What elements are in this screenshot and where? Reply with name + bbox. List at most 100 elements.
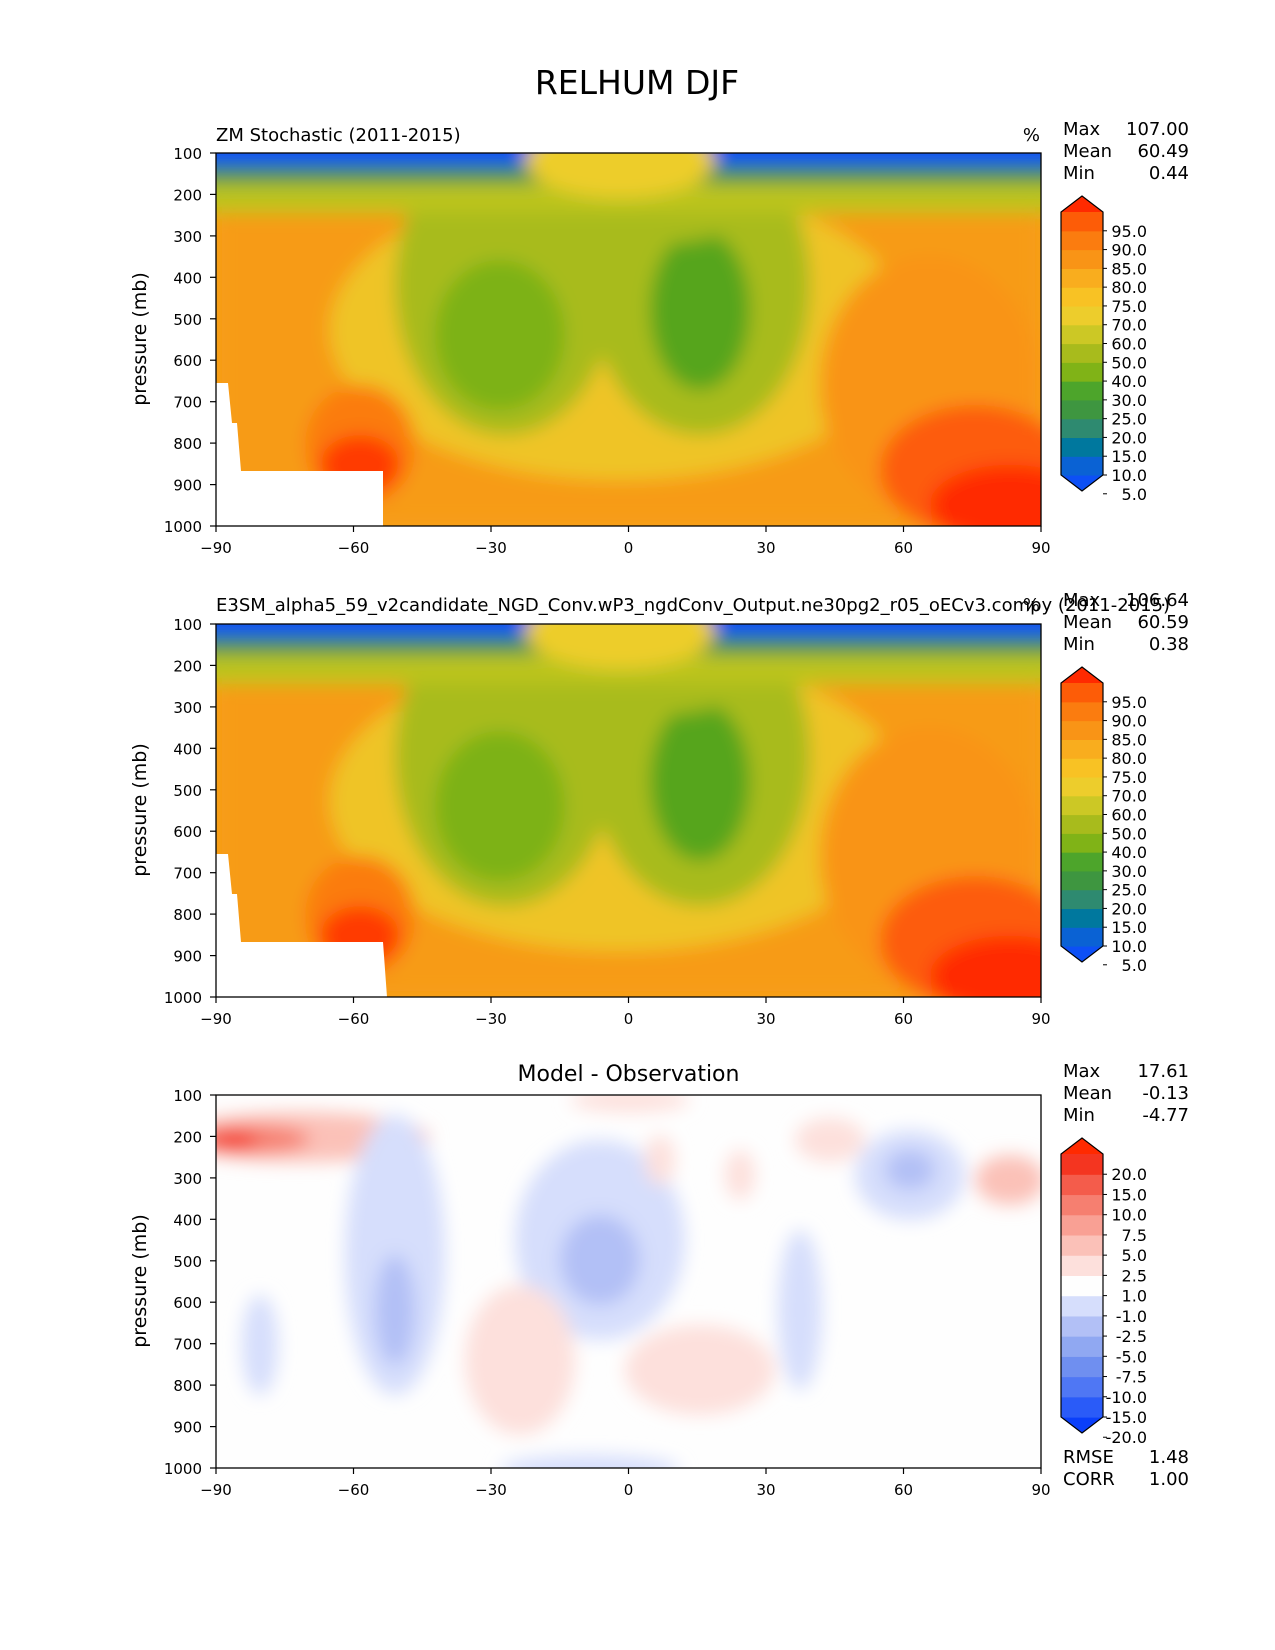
colorbar-segment: [1061, 1376, 1103, 1398]
colorbar-segment: [1061, 343, 1103, 363]
colorbar-label: 75.0: [1111, 297, 1147, 316]
colorbar-segment: [1061, 852, 1103, 872]
panel-test: ZM Stochastic (2011-2015) % pressure (mb…: [129, 119, 1189, 557]
y-tick-label: 500: [173, 311, 202, 329]
x-tick-label: 30: [756, 1481, 775, 1499]
contour-field: [216, 624, 1041, 997]
y-tick-label: 900: [173, 948, 202, 966]
y-tick-label: 600: [173, 823, 202, 841]
stats-box: Max 106.64 Mean 60.59 Min 0.38: [1063, 590, 1189, 655]
colorbar-segment: [1061, 399, 1103, 420]
stat-mean-value: 60.49: [1137, 141, 1189, 162]
colorbar-label: 70.0: [1111, 787, 1147, 806]
colorbar-segment: [1061, 758, 1103, 778]
x-tick-label: 90: [1031, 1481, 1050, 1499]
stat-min-value: -4.77: [1142, 1105, 1189, 1126]
colorbar: 95.090.085.080.075.070.060.050.040.030.0…: [1060, 195, 1147, 504]
x-tick-label: 90: [1031, 539, 1050, 557]
x-tick-label: −30: [475, 539, 507, 557]
colorbar-label: 7.5: [1122, 1226, 1147, 1245]
colorbar-label: 80.0: [1111, 749, 1147, 768]
stat-mean-value: -0.13: [1142, 1083, 1189, 1104]
colorbar-segment: [1061, 870, 1103, 891]
y-ticks: [210, 152, 216, 527]
colorbar-outline: [1060, 1137, 1104, 1434]
contour-field: [216, 1095, 1041, 1468]
stat-rmse-label: RMSE: [1063, 1447, 1114, 1468]
colorbar-label: -1.0: [1116, 1307, 1147, 1326]
colorbar-label: 15.0: [1111, 1185, 1147, 1204]
x-tick-label: 90: [1031, 1010, 1050, 1028]
x-tick-label: 0: [624, 539, 634, 557]
x-tick-label: 60: [894, 539, 913, 557]
colorbar-label: 60.0: [1111, 806, 1147, 825]
missing-data-mask: [216, 854, 387, 997]
x-tick-label: −60: [338, 539, 370, 557]
plot-area: [216, 624, 1041, 997]
y-tick-label: 500: [173, 782, 202, 800]
colorbar-segment: [1061, 701, 1103, 722]
y-tick-label: 100: [173, 616, 202, 634]
y-tick-label: 200: [173, 186, 202, 204]
x-tick-label: −90: [200, 1481, 232, 1499]
colorbar-label: 10.0: [1111, 466, 1147, 485]
colorbar-label: 20.0: [1111, 899, 1147, 918]
y-tick-label: 200: [173, 1128, 202, 1146]
colorbar-label: 95.0: [1111, 222, 1147, 241]
x-ticks: [215, 526, 1042, 532]
panel-title: Model - Observation: [518, 1062, 740, 1087]
colorbar-segment: [1061, 268, 1103, 288]
stat-mean-value: 60.59: [1137, 612, 1189, 633]
stat-min-label: Min: [1063, 1105, 1095, 1126]
colorbar: 20.015.0 10.07.55.02.5 1.0-1.0-2.5-5.0 -7.5…: [1060, 1137, 1147, 1447]
colorbar-label: 25.0: [1111, 410, 1147, 429]
colorbar-segment: [1061, 324, 1103, 345]
stats-box: Max 107.00 Mean 60.49 Min 0.44: [1063, 119, 1189, 184]
colorbar-extend-min: [1061, 1417, 1103, 1433]
units-label: %: [1023, 125, 1040, 146]
colorbar-segment: [1061, 1194, 1103, 1216]
colorbar-extend-max: [1061, 196, 1103, 212]
y-tick-label: 300: [173, 699, 202, 717]
colorbar-extend-min: [1061, 475, 1103, 491]
colorbar-label: 75.0: [1111, 768, 1147, 787]
colorbar-segment: [1061, 683, 1103, 703]
colorbar-segment: [1061, 720, 1103, 740]
stat-mean-label: Mean: [1063, 612, 1112, 633]
colorbar-label: 50.0: [1111, 353, 1147, 372]
colorbar-label: 70.0: [1111, 316, 1147, 335]
colorbar-segment: [1061, 381, 1103, 401]
y-tick-label: 400: [173, 740, 202, 758]
stat-max-label: Max: [1063, 119, 1101, 140]
x-tick-label: −60: [338, 1010, 370, 1028]
y-tick-label: 400: [173, 1211, 202, 1229]
colorbar-segment: [1061, 437, 1103, 457]
colorbar-label: 5.0: [1122, 956, 1147, 975]
y-tick-label: 600: [173, 352, 202, 370]
x-tick-label: 0: [624, 1481, 634, 1499]
stat-max-value: 17.61: [1137, 1061, 1189, 1082]
x-tick-label: −90: [200, 539, 232, 557]
colorbar-label: 15.0: [1111, 447, 1147, 466]
x-tick-label: 60: [894, 1010, 913, 1028]
stat-min-label: Min: [1063, 163, 1095, 184]
x-tick-label: 60: [894, 1481, 913, 1499]
colorbar-label: 15.0: [1111, 918, 1147, 937]
colorbar-segment: [1061, 1315, 1103, 1337]
stat-min-label: Min: [1063, 634, 1095, 655]
y-tick-label: 300: [173, 228, 202, 246]
colorbar-label: 30.0: [1111, 391, 1147, 410]
colorbar: 95.090.085.080.075.070.060.050.040.030.0…: [1060, 666, 1147, 975]
y-tick-label: 800: [173, 906, 202, 924]
colorbar-segment: [1061, 362, 1103, 382]
colorbar-outline: [1060, 195, 1104, 492]
plot-area: [216, 1095, 1041, 1468]
colorbar-segment: [1061, 305, 1103, 326]
colorbar-label: 25.0: [1111, 881, 1147, 900]
colorbar-segment: [1061, 1336, 1103, 1357]
stat-max-label: Max: [1063, 590, 1101, 611]
x-tick-label: 30: [756, 539, 775, 557]
colorbar-label: 50.0: [1111, 824, 1147, 843]
colorbar-label: 95.0: [1111, 693, 1147, 712]
